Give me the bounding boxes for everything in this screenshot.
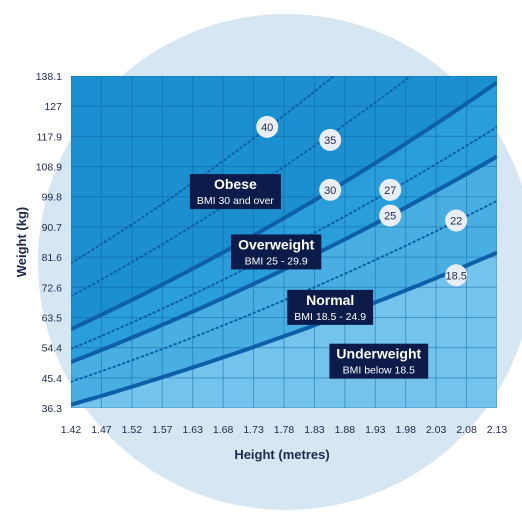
x-axis-title: Height (metres) — [234, 447, 329, 462]
bubble-circle — [319, 128, 342, 151]
category-subtitle: BMI 18.5 - 24.9 — [294, 311, 366, 323]
bmi-line-40 — [71, 76, 336, 265]
x-tick-label: 1.98 — [395, 424, 416, 436]
category-subtitle: BMI 30 and over — [197, 195, 275, 207]
y-tick-label: 117.9 — [37, 131, 63, 143]
bmi-bubble: 27 — [379, 178, 402, 201]
category-label-overweight: Overweight BMI 25 - 29.9 — [231, 234, 322, 270]
category-title: Obese — [214, 176, 257, 192]
category-label-box — [189, 174, 281, 210]
bmi-line-25 — [71, 154, 497, 364]
bubble-circle — [445, 209, 468, 232]
category-title: Underweight — [336, 346, 421, 362]
x-tick-label: 2.13 — [487, 424, 508, 436]
bubble-circle — [319, 178, 342, 201]
bmi-bubbles: 40 35 30 27 25 22 18.5 — [256, 115, 468, 287]
category-title: Overweight — [238, 236, 315, 252]
y-tick-label: 108.9 — [36, 162, 62, 174]
bubble-label: 40 — [261, 122, 273, 134]
bmi-bubble: 18.5 — [445, 264, 468, 287]
bubble-label: 22 — [450, 215, 462, 227]
y-tick-labels: 138.1 127 117.9 108.9 99.8 90.7 81.6 72.6 63.5 54… — [36, 71, 62, 415]
category-label-box — [287, 289, 374, 325]
category-title: Normal — [306, 292, 354, 308]
y-tick-label: 81.6 — [42, 252, 63, 264]
bubble-label: 35 — [324, 135, 336, 147]
bubble-circle — [379, 178, 402, 201]
bmi-bubble: 40 — [256, 115, 279, 138]
y-tick-label: 99.8 — [42, 192, 63, 204]
y-tick-label: 90.7 — [42, 222, 63, 234]
x-tick-label: 1.52 — [122, 424, 143, 436]
category-labels: Obese BMI 30 and over Overweight BMI 25 - 2… — [189, 174, 429, 379]
y-tick-label: 127 — [44, 101, 62, 113]
x-tick-label: 1.78 — [274, 424, 295, 436]
x-tick-label: 1.83 — [304, 424, 325, 436]
bubble-circle — [445, 264, 468, 287]
y-tick-label: 138.1 — [36, 71, 62, 83]
category-label-underweight: Underweight BMI below 18.5 — [329, 343, 429, 379]
y-tick-label: 36.3 — [42, 403, 63, 415]
bmi-bubble: 35 — [319, 128, 342, 151]
x-tick-label: 1.93 — [365, 424, 386, 436]
category-label-obese: Obese BMI 30 and over — [189, 174, 281, 210]
x-tick-label: 1.73 — [243, 424, 264, 436]
bubble-label: 27 — [384, 185, 396, 197]
bubble-circle — [256, 115, 279, 138]
bubble-label: 25 — [384, 211, 396, 223]
y-tick-label: 54.4 — [42, 343, 63, 355]
bmi-line-35 — [71, 76, 413, 298]
bmi-bubble: 25 — [379, 204, 402, 227]
bmi-line-18-5 — [71, 250, 497, 407]
x-tick-label: 1.47 — [91, 424, 112, 436]
x-tick-label: 1.68 — [213, 424, 234, 436]
category-label-box — [231, 234, 322, 270]
y-axis-title: Weight (kg) — [14, 207, 29, 278]
category-subtitle: BMI 25 - 29.9 — [245, 255, 308, 267]
y-tick-label: 72.6 — [42, 282, 63, 294]
x-tick-label: 1.63 — [182, 424, 203, 436]
x-tick-label: 1.57 — [152, 424, 173, 436]
bmi-bubble: 22 — [445, 209, 468, 232]
bubble-label: 30 — [324, 185, 336, 197]
bubble-circle — [379, 204, 402, 227]
bmi-line-30 — [71, 80, 497, 331]
x-tick-label: 1.88 — [335, 424, 356, 436]
category-label-box — [329, 343, 429, 379]
bubble-label: 18.5 — [445, 270, 466, 282]
category-subtitle: BMI below 18.5 — [343, 365, 416, 377]
y-tick-label: 63.5 — [42, 312, 63, 324]
bmi-line-22 — [71, 199, 497, 383]
x-tick-labels: 1.42 1.47 1.52 1.57 1.63 1.68 1.73 1.78 1.83 1.88… — [61, 424, 508, 436]
bmi-bubble: 30 — [319, 178, 342, 201]
x-tick-label: 2.03 — [426, 424, 447, 436]
x-tick-label: 2.08 — [456, 424, 477, 436]
y-tick-label: 45.4 — [42, 373, 63, 385]
x-tick-label: 1.42 — [61, 424, 82, 436]
category-label-normal: Normal BMI 18.5 - 24.9 — [287, 289, 374, 325]
